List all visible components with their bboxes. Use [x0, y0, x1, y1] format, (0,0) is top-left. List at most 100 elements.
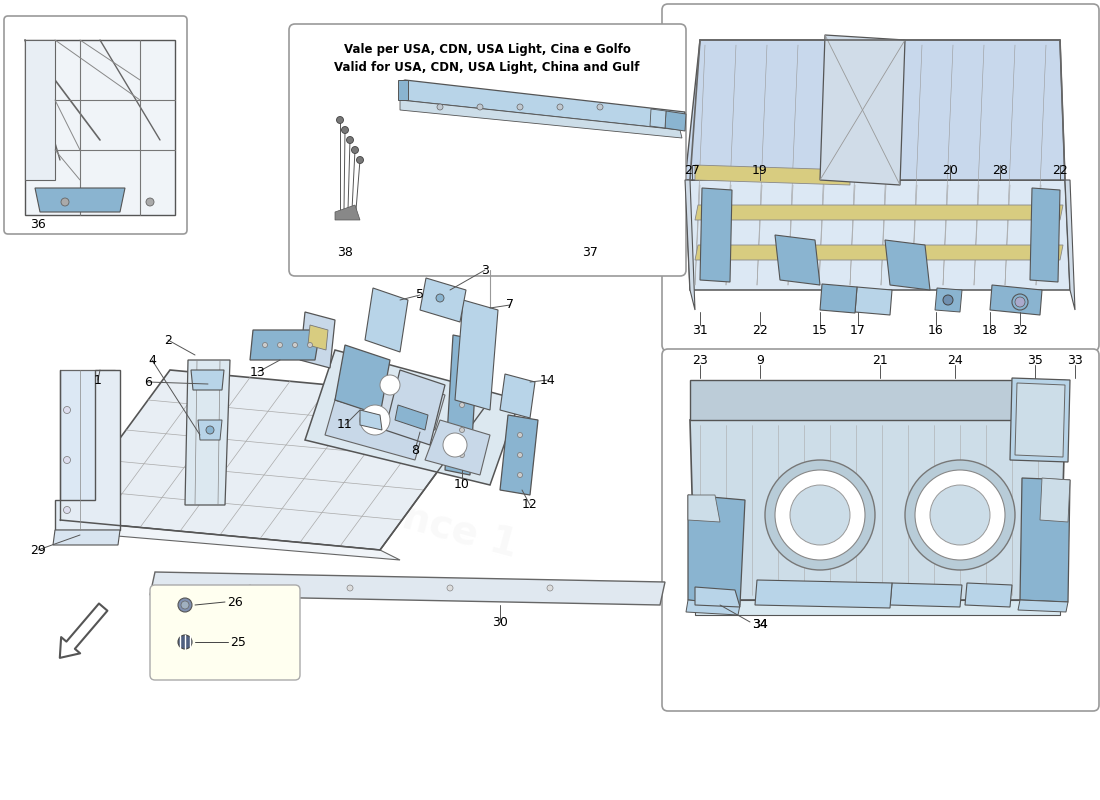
Text: 17: 17: [850, 323, 866, 337]
Text: 26: 26: [227, 595, 243, 609]
Circle shape: [460, 353, 464, 358]
Polygon shape: [336, 345, 390, 415]
Circle shape: [943, 295, 953, 305]
Polygon shape: [324, 400, 425, 460]
Polygon shape: [755, 580, 892, 608]
Circle shape: [905, 460, 1015, 570]
Circle shape: [790, 485, 850, 545]
Text: 36: 36: [30, 218, 46, 230]
Circle shape: [64, 406, 70, 414]
Circle shape: [776, 470, 865, 560]
Polygon shape: [1018, 600, 1068, 612]
Polygon shape: [150, 572, 666, 605]
Circle shape: [460, 427, 464, 433]
FancyBboxPatch shape: [289, 24, 686, 276]
Circle shape: [517, 453, 522, 458]
Polygon shape: [820, 35, 905, 185]
Polygon shape: [990, 285, 1042, 315]
Polygon shape: [395, 405, 428, 430]
Text: 20: 20: [942, 163, 958, 177]
Polygon shape: [398, 80, 408, 100]
Polygon shape: [55, 370, 120, 530]
Circle shape: [293, 342, 297, 347]
Polygon shape: [1015, 383, 1065, 457]
Text: 23: 23: [692, 354, 708, 366]
Circle shape: [597, 104, 603, 110]
Circle shape: [182, 601, 189, 609]
Circle shape: [346, 585, 353, 591]
Circle shape: [915, 470, 1005, 560]
Polygon shape: [25, 40, 55, 180]
Circle shape: [1012, 294, 1028, 310]
Circle shape: [178, 598, 192, 612]
Circle shape: [460, 378, 464, 382]
Polygon shape: [198, 420, 222, 440]
Text: 35: 35: [1027, 354, 1043, 366]
Polygon shape: [650, 109, 666, 128]
Circle shape: [64, 457, 70, 463]
Polygon shape: [1010, 378, 1070, 462]
Circle shape: [436, 294, 444, 302]
Text: 32: 32: [1012, 323, 1027, 337]
Polygon shape: [666, 111, 686, 131]
Circle shape: [379, 375, 400, 395]
Circle shape: [437, 104, 443, 110]
Polygon shape: [35, 188, 125, 212]
Circle shape: [360, 405, 390, 435]
Circle shape: [517, 433, 522, 438]
Text: Dams: Dams: [300, 403, 540, 477]
Circle shape: [64, 506, 70, 514]
Polygon shape: [365, 288, 408, 352]
Text: 25: 25: [230, 635, 246, 649]
Polygon shape: [965, 583, 1012, 607]
Polygon shape: [25, 40, 175, 215]
Text: 15: 15: [812, 323, 828, 337]
Text: 3: 3: [481, 263, 488, 277]
Text: 7: 7: [506, 298, 514, 311]
Polygon shape: [1020, 478, 1070, 602]
Polygon shape: [685, 180, 695, 310]
Polygon shape: [250, 330, 320, 360]
FancyArrowPatch shape: [59, 603, 108, 658]
Circle shape: [146, 198, 154, 206]
Text: 27: 27: [684, 163, 700, 177]
Polygon shape: [688, 495, 720, 522]
Text: 30: 30: [492, 615, 508, 629]
Text: 34: 34: [752, 618, 768, 631]
Polygon shape: [400, 80, 685, 130]
Circle shape: [443, 433, 468, 457]
Text: Valid for USA, CDN, USA Light, China and Gulf: Valid for USA, CDN, USA Light, China and…: [334, 61, 640, 74]
Circle shape: [517, 104, 522, 110]
Text: 31: 31: [692, 323, 708, 337]
Circle shape: [1015, 297, 1025, 307]
FancyBboxPatch shape: [4, 16, 187, 234]
Text: Vale per USA, CDN, USA Light, Cina e Golfo: Vale per USA, CDN, USA Light, Cina e Gol…: [343, 43, 630, 57]
Polygon shape: [191, 370, 224, 390]
Polygon shape: [855, 287, 892, 315]
Text: 5: 5: [416, 289, 424, 302]
Polygon shape: [308, 325, 328, 350]
Text: 29: 29: [30, 543, 46, 557]
Polygon shape: [500, 374, 535, 418]
Polygon shape: [300, 312, 336, 368]
Polygon shape: [890, 583, 962, 607]
Polygon shape: [385, 370, 446, 445]
Polygon shape: [500, 415, 538, 495]
Polygon shape: [935, 288, 962, 312]
Polygon shape: [360, 410, 382, 430]
Circle shape: [277, 342, 283, 347]
Text: 6: 6: [144, 375, 152, 389]
Polygon shape: [686, 600, 740, 615]
Circle shape: [308, 342, 312, 347]
Text: 22: 22: [752, 323, 768, 337]
Text: 10: 10: [454, 478, 470, 491]
Polygon shape: [695, 600, 1060, 615]
Polygon shape: [695, 205, 1063, 220]
Polygon shape: [695, 165, 850, 185]
Circle shape: [477, 104, 483, 110]
Polygon shape: [690, 380, 1065, 420]
Polygon shape: [336, 205, 360, 220]
Text: 9: 9: [756, 354, 763, 366]
Polygon shape: [446, 335, 478, 475]
Circle shape: [60, 198, 69, 206]
